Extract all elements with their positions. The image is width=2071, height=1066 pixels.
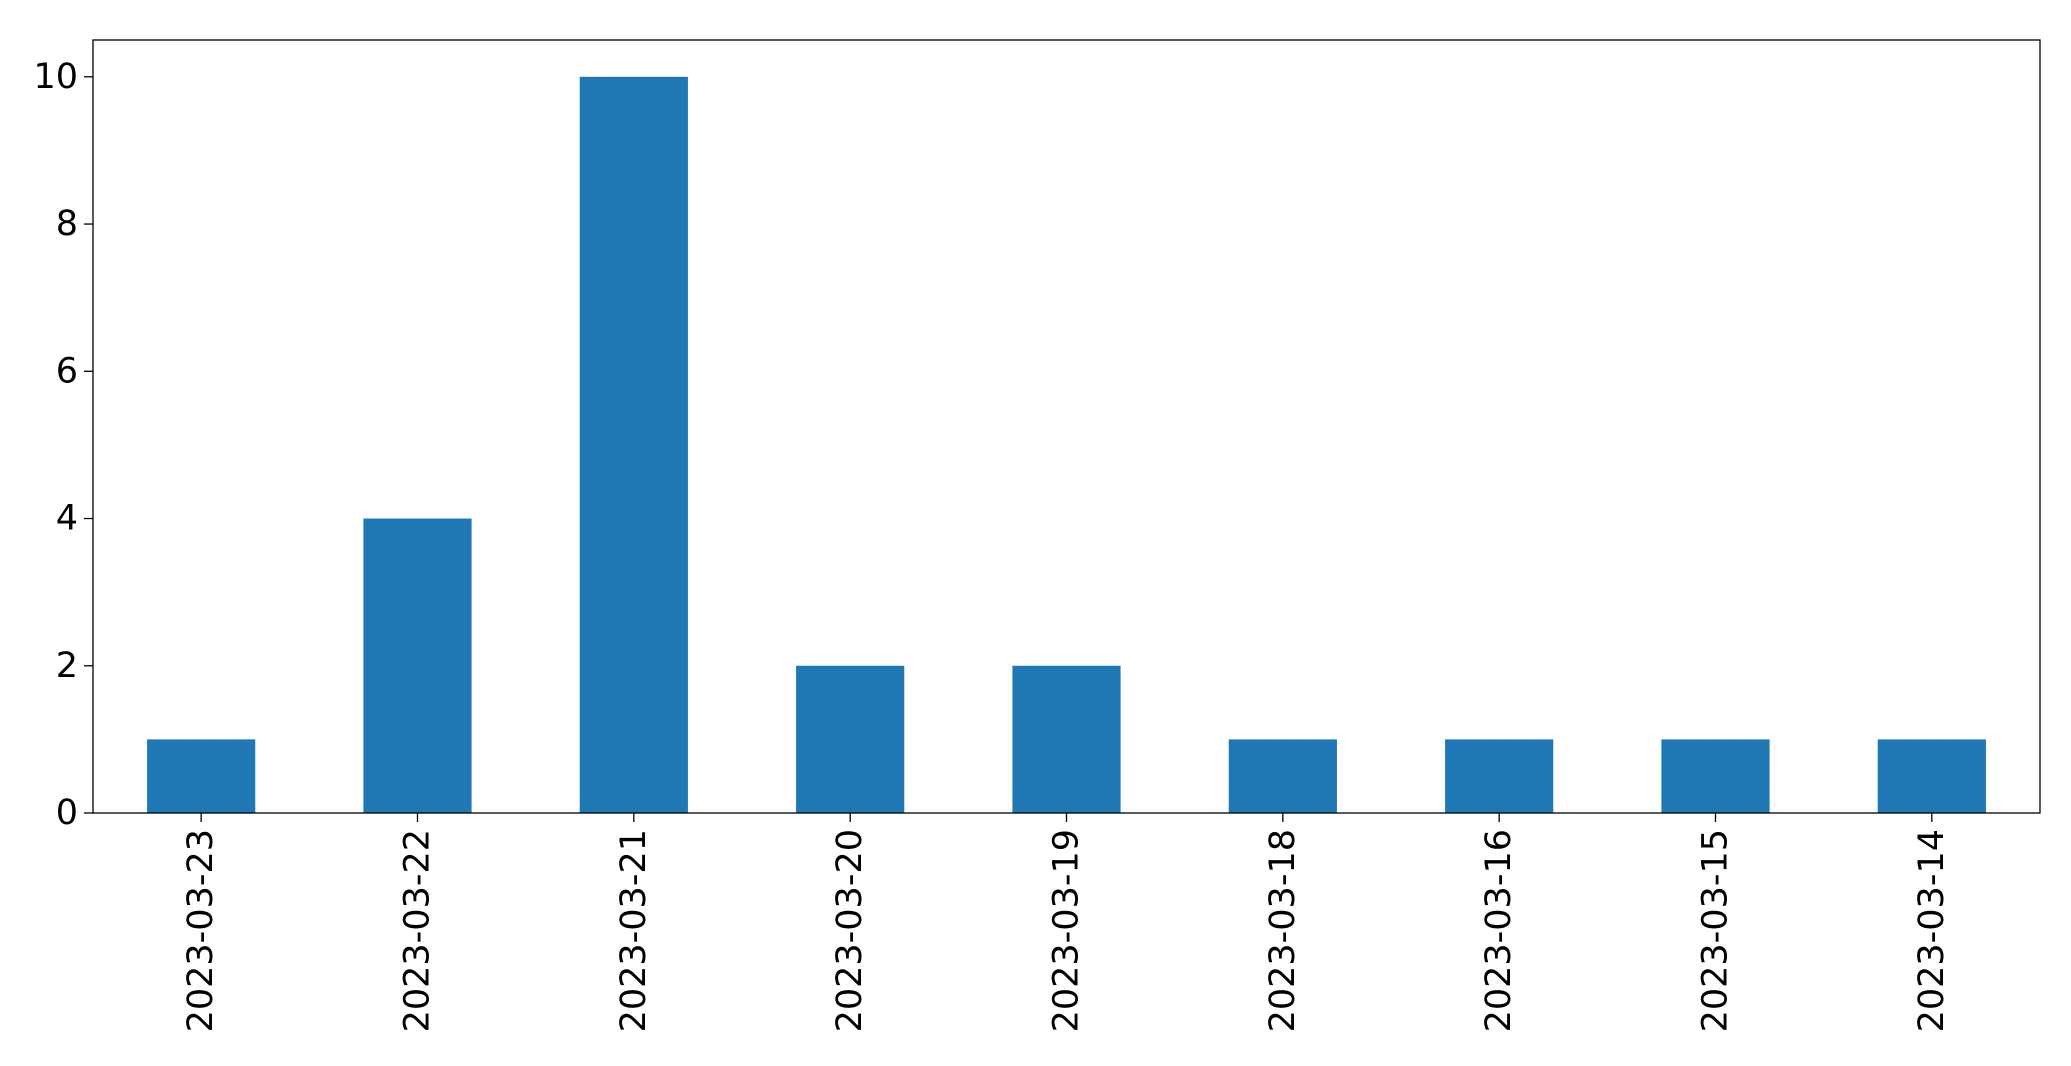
bar-2023-03-18: [1228, 739, 1337, 813]
x-tick-label: 2023-03-19: [1047, 829, 1087, 1032]
x-tick-label: 2023-03-22: [398, 829, 438, 1032]
bar-2023-03-14: [1877, 739, 1986, 813]
y-tick-label: 10: [33, 57, 78, 97]
ticks-layer: 0 2 4 6 8 10 2023-03-23 2023-03-22 2023-03-21 202…: [33, 57, 1951, 1033]
bar-2023-03-21: [579, 76, 688, 814]
y-tick-label: 4: [56, 499, 78, 539]
x-tick-label: 2023-03-15: [1696, 829, 1736, 1032]
bar-2023-03-15: [1661, 739, 1770, 813]
x-tick-label: 2023-03-18: [1263, 829, 1303, 1032]
bar-2023-03-19: [1012, 665, 1121, 813]
y-tick-label: 6: [56, 351, 78, 391]
y-tick-label: 2: [56, 646, 78, 686]
bar-2023-03-16: [1445, 739, 1554, 813]
bars-layer: [147, 76, 1986, 814]
bar-2023-03-22: [363, 518, 472, 813]
x-tick-label: 2023-03-14: [1912, 829, 1952, 1032]
x-tick-label: 2023-03-16: [1479, 829, 1519, 1032]
y-tick-label: 0: [56, 793, 78, 833]
x-tick-label: 2023-03-21: [614, 829, 654, 1032]
x-tick-label: 2023-03-20: [830, 829, 870, 1032]
bar-2023-03-20: [796, 665, 905, 813]
bar-2023-03-23: [147, 739, 256, 813]
x-tick-label: 2023-03-23: [181, 829, 221, 1032]
y-tick-label: 8: [56, 204, 78, 244]
